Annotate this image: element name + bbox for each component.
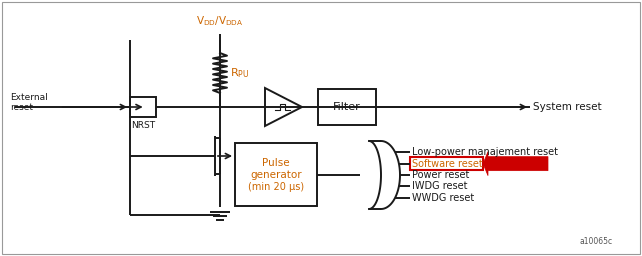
Text: generator: generator [250,169,302,179]
Bar [235,143,317,206]
Bar [130,97,156,117]
Text: Power reset: Power reset [412,170,469,180]
Text: Software reset: Software reset [412,159,483,169]
Text: System reset: System reset [533,102,602,112]
Text: Filter: Filter [333,102,361,112]
Text: (min 20 μs): (min 20 μs) [248,182,304,191]
Text: Low-power mana​jement reset: Low-power mana​jement reset [412,147,558,157]
Bar [318,89,376,125]
Text: Pulse: Pulse [262,157,290,167]
Text: IWDG reset: IWDG reset [412,181,467,191]
Polygon shape [483,152,548,176]
Text: a10065c: a10065c [580,237,613,246]
Text: WWDG reset: WWDG reset [412,193,474,203]
Text: $\mathregular{R_{PU}}$: $\mathregular{R_{PU}}$ [230,66,250,80]
Text: External
reset: External reset [10,93,48,112]
Bar [410,157,483,170]
Text: NRST: NRST [131,121,155,130]
Text: $\mathregular{V_{DD}/V_{DDA}}$: $\mathregular{V_{DD}/V_{DDA}}$ [196,14,244,28]
